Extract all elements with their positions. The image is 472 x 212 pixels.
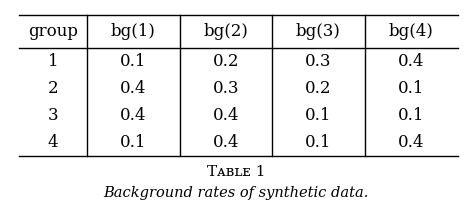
Text: 0.4: 0.4 — [398, 53, 424, 70]
Text: 0.2: 0.2 — [212, 53, 239, 70]
Text: 0.3: 0.3 — [305, 53, 332, 70]
Text: 0.3: 0.3 — [212, 80, 239, 97]
Text: 2: 2 — [48, 80, 58, 97]
Text: bg(4): bg(4) — [388, 23, 433, 40]
Text: 0.1: 0.1 — [305, 134, 332, 151]
Text: Tᴀʙʟᴇ 1: Tᴀʙʟᴇ 1 — [207, 165, 265, 179]
Text: 0.1: 0.1 — [305, 107, 332, 124]
Text: bg(3): bg(3) — [296, 23, 341, 40]
Text: 0.4: 0.4 — [120, 80, 146, 97]
Text: bg(2): bg(2) — [203, 23, 248, 40]
Text: 4: 4 — [48, 134, 58, 151]
Text: group: group — [28, 23, 78, 40]
Text: 3: 3 — [48, 107, 58, 124]
Text: 0.4: 0.4 — [120, 107, 146, 124]
Text: 0.1: 0.1 — [120, 134, 146, 151]
Text: 0.4: 0.4 — [398, 134, 424, 151]
Text: 0.1: 0.1 — [120, 53, 146, 70]
Text: Background rates of synthetic data.: Background rates of synthetic data. — [103, 186, 369, 200]
Text: 0.2: 0.2 — [305, 80, 332, 97]
Text: 1: 1 — [48, 53, 58, 70]
Text: 0.1: 0.1 — [398, 107, 424, 124]
Text: 0.1: 0.1 — [398, 80, 424, 97]
Text: bg(1): bg(1) — [111, 23, 156, 40]
Text: 0.4: 0.4 — [212, 107, 239, 124]
Text: 0.4: 0.4 — [212, 134, 239, 151]
